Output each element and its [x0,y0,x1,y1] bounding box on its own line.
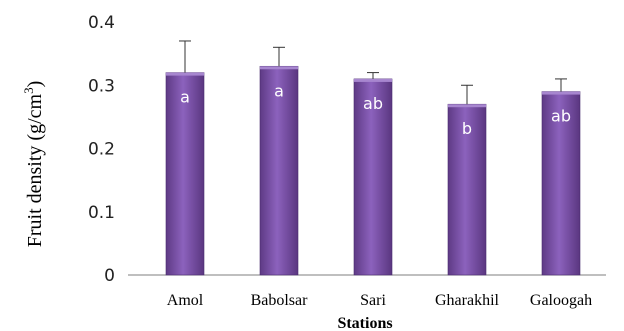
bar-babolsar [259,65,299,276]
x-category-label: Galoogah [530,292,592,309]
significance-letter: ab [363,94,383,113]
bar-top-highlight [542,91,580,95]
significance-letter: a [180,88,190,107]
x-category-label: Amol [167,292,204,309]
x-category-label: Gharakhil [435,292,500,309]
bar-amol [165,72,205,276]
bar-top-highlight [260,66,298,70]
y-tick-label: 0.4 [88,13,115,33]
bar-top-highlight [354,78,392,82]
bar-top-highlight [166,72,204,76]
y-tick-label: 0.2 [88,140,115,160]
x-category-label: Babolsar [251,292,309,309]
bars [165,65,581,276]
x-axis-title: Stations [337,315,392,331]
y-tick-label: 0.1 [88,203,115,223]
x-axis-categories: Amol Babolsar Sari Gharakhil Galoogah [167,292,592,309]
significance-letter: b [462,119,472,138]
significance-letters: a a ab b ab [180,81,571,138]
bar-sari [353,78,393,276]
bar-top-highlight [448,104,486,108]
y-tick-label: 0.3 [88,76,115,96]
y-tick-label: 0 [104,266,115,286]
bar-gharakhil [447,103,487,276]
bar-galoogah [541,91,581,276]
significance-letter: ab [551,107,571,126]
significance-letter: a [274,81,284,100]
error-bars [179,40,567,105]
x-category-label: Sari [360,292,386,309]
y-axis-ticks: 0 0.1 0.2 0.3 0.4 [88,13,115,286]
y-axis-title: Fruit density (g/cm3) [21,81,46,248]
